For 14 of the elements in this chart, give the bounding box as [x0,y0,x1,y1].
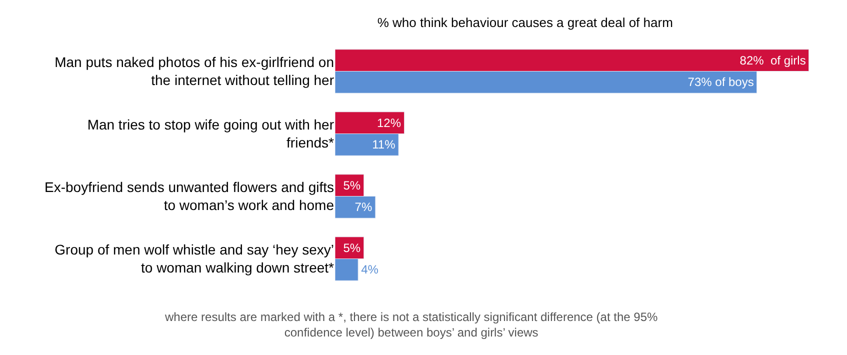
text: where results are marked with a *, there is not a statistically significant difference (at the 95% confidence level) between boys’ and girls’ views [164,310,658,340]
y-tick-label: Ex-boyfriend sends unwanted flowers and gifts to woman’s work and home [44,179,334,214]
data-label: 7% [354,200,372,214]
chart-title: % who think behaviour causes a great deal of harm [377,14,673,30]
data-label: 5% [343,178,361,192]
y-tick-label: Man tries to stop wife going out with her friends* [87,116,335,151]
data-label: 11% [372,138,396,152]
data-label: 4% [361,262,379,277]
data-label: 5% [343,240,361,255]
data-label: 82% of girls [740,53,806,68]
y-tick-label: Man puts naked photos of his ex-girlfriend on the internet without telling her [54,54,334,88]
data-label: 73% of boys [688,75,754,90]
data-label: 12% [376,116,402,130]
y-tick-label: Group of men wolf whistle and say ‘hey sexy’ to woman walking down street* [54,242,335,276]
